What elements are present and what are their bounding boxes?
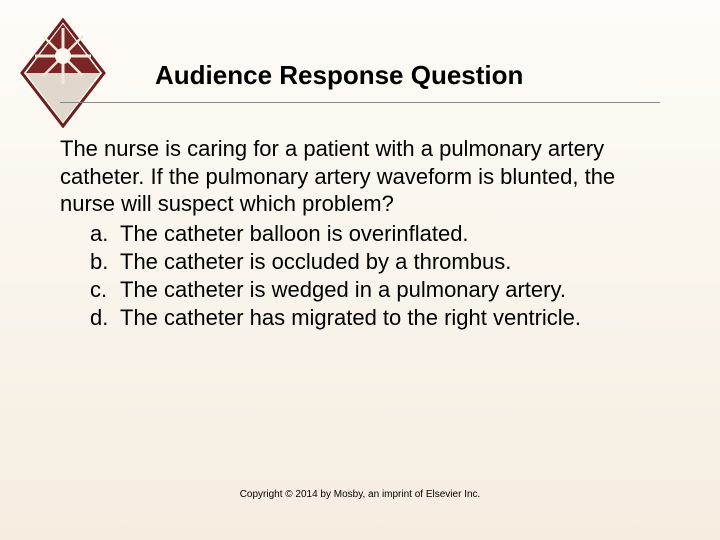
option-letter: b. bbox=[90, 248, 108, 276]
option-text: The catheter is wedged in a pulmonary ar… bbox=[120, 277, 566, 302]
option-text: The catheter has migrated to the right v… bbox=[120, 305, 581, 330]
option-letter: d. bbox=[90, 304, 108, 332]
slide-title: Audience Response Question bbox=[155, 60, 523, 91]
option-text: The catheter balloon is overinflated. bbox=[120, 221, 469, 246]
option-item: d. The catheter has migrated to the righ… bbox=[90, 304, 670, 332]
question-text: The nurse is caring for a patient with a… bbox=[60, 135, 670, 218]
options-list: a. The catheter balloon is overinflated.… bbox=[60, 220, 670, 333]
slide-logo bbox=[18, 18, 108, 128]
copyright-text: Copyright © 2014 by Mosby, an imprint of… bbox=[0, 489, 720, 500]
option-letter: a. bbox=[90, 220, 108, 248]
title-underline bbox=[60, 102, 660, 103]
option-item: b. The catheter is occluded by a thrombu… bbox=[90, 248, 670, 276]
option-item: c. The catheter is wedged in a pulmonary… bbox=[90, 276, 670, 304]
option-text: The catheter is occluded by a thrombus. bbox=[120, 249, 511, 274]
slide-content: The nurse is caring for a patient with a… bbox=[60, 135, 670, 332]
starburst-icon bbox=[35, 28, 91, 84]
option-item: a. The catheter balloon is overinflated. bbox=[90, 220, 670, 248]
option-letter: c. bbox=[90, 276, 107, 304]
